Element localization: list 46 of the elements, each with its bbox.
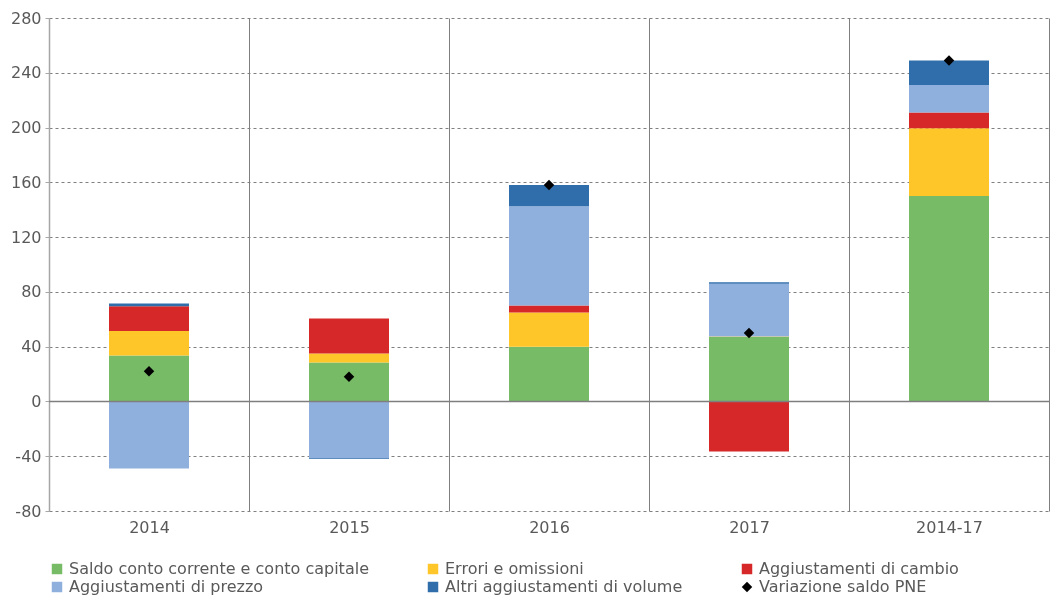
bar — [909, 196, 989, 402]
bar — [909, 128, 989, 197]
y-tick-label: 240 — [10, 63, 42, 83]
x-tick-label: 2014 — [129, 517, 170, 537]
y-tick-label: 280 — [10, 8, 42, 28]
legend-label: Errori e omissioni — [445, 559, 584, 578]
y-tick-label: 200 — [10, 118, 42, 138]
bar — [109, 401, 189, 469]
point — [343, 371, 355, 383]
legend-label: Saldo conto corrente e conto capitale — [69, 559, 369, 578]
y-tick-label: 40 — [21, 337, 42, 357]
legend-label: Aggiustamenti di prezzo — [69, 577, 264, 596]
point — [543, 179, 555, 191]
y-tick-label: 120 — [10, 227, 42, 247]
bar — [309, 353, 389, 363]
bar — [509, 312, 589, 347]
bar — [909, 112, 989, 129]
x-tick-label: 2014-17 — [916, 517, 983, 537]
point — [743, 327, 755, 339]
bar — [109, 306, 189, 331]
y-tick-label: -40 — [15, 446, 42, 466]
legend-label: Aggiustamenti di cambio — [759, 559, 959, 578]
bar — [709, 337, 789, 402]
y-tick-label: 0 — [31, 391, 42, 411]
y-tick-label: 80 — [21, 282, 42, 302]
legend-label: Altri aggiustamenti di volume — [445, 577, 683, 596]
bar — [909, 85, 989, 113]
point — [943, 55, 955, 66]
x-tick-label: 2017 — [729, 517, 770, 537]
bar — [509, 206, 589, 306]
bar — [309, 362, 389, 402]
bar — [309, 401, 389, 459]
bar — [109, 355, 189, 402]
x-tick-label: 2015 — [329, 517, 370, 537]
bar — [709, 283, 789, 337]
bar — [509, 185, 589, 207]
bar — [109, 330, 189, 356]
bar — [709, 401, 789, 452]
bar — [509, 346, 589, 402]
bar — [309, 318, 389, 354]
y-tick-label: -80 — [15, 501, 42, 521]
y-tick-label: 160 — [10, 172, 42, 192]
x-tick-label: 2016 — [529, 517, 570, 537]
legend-label: Variazione saldo PNE — [759, 577, 927, 596]
bar — [909, 60, 989, 86]
point — [143, 366, 155, 377]
